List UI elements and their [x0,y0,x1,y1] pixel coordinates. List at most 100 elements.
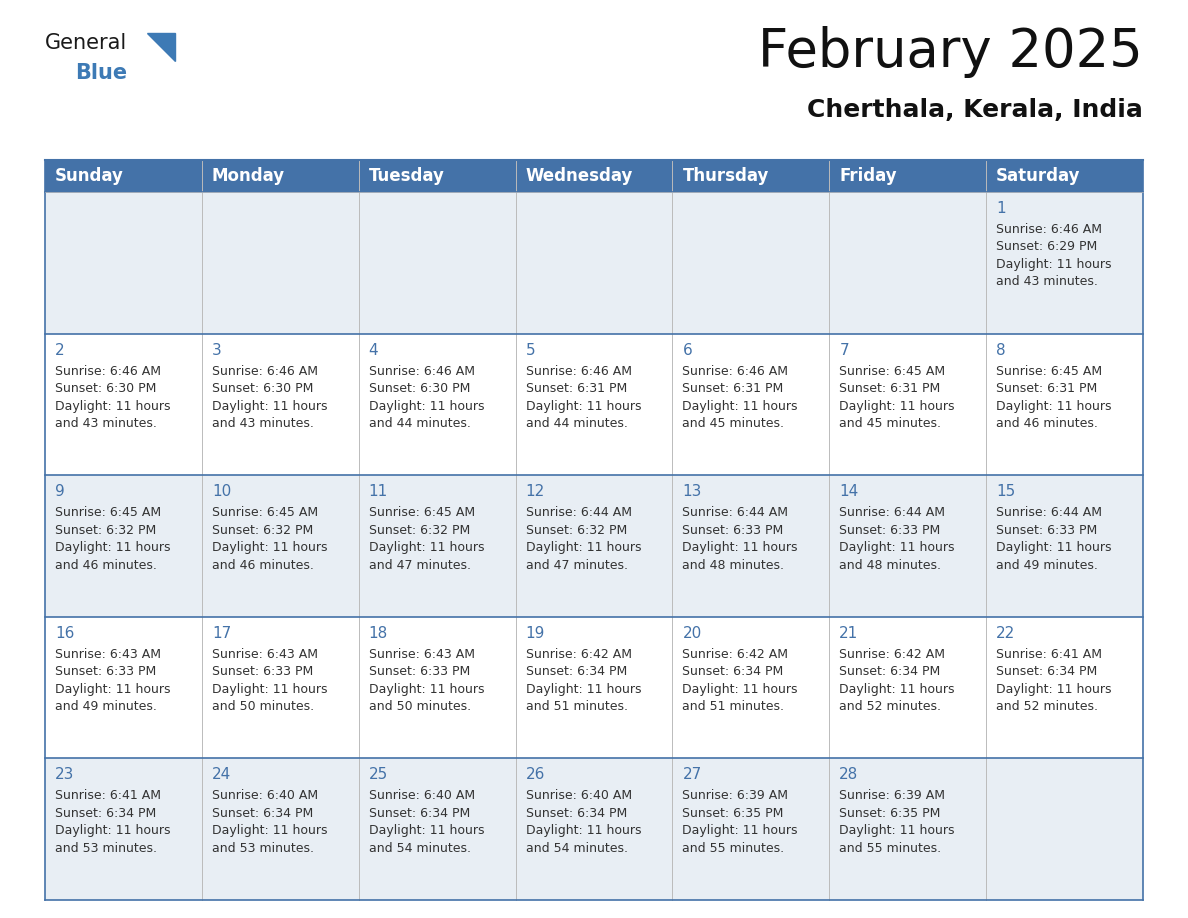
Text: Daylight: 11 hours: Daylight: 11 hours [682,399,798,412]
Text: 1: 1 [997,201,1006,216]
Text: 15: 15 [997,484,1016,499]
Text: and 55 minutes.: and 55 minutes. [839,842,941,855]
Text: Daylight: 11 hours: Daylight: 11 hours [525,542,642,554]
Text: 27: 27 [682,767,702,782]
Text: Saturday: Saturday [997,167,1081,185]
Text: Sunset: 6:34 PM: Sunset: 6:34 PM [525,807,627,820]
Text: and 44 minutes.: and 44 minutes. [525,417,627,431]
Text: February 2025: February 2025 [758,26,1143,78]
Text: Sunset: 6:31 PM: Sunset: 6:31 PM [839,382,941,395]
Text: Daylight: 11 hours: Daylight: 11 hours [525,824,642,837]
Text: 16: 16 [55,626,75,641]
Text: Sunrise: 6:43 AM: Sunrise: 6:43 AM [55,648,162,661]
Text: 9: 9 [55,484,65,499]
Text: Sunrise: 6:41 AM: Sunrise: 6:41 AM [55,789,162,802]
Bar [45,617,1143,758]
Text: Daylight: 11 hours: Daylight: 11 hours [55,542,171,554]
Text: and 54 minutes.: and 54 minutes. [368,842,470,855]
Text: Daylight: 11 hours: Daylight: 11 hours [55,824,171,837]
Text: Sunset: 6:34 PM: Sunset: 6:34 PM [682,666,784,678]
Text: Sunset: 6:33 PM: Sunset: 6:33 PM [682,523,784,537]
Text: Sunrise: 6:45 AM: Sunrise: 6:45 AM [211,506,318,520]
Text: Sunrise: 6:46 AM: Sunrise: 6:46 AM [682,364,789,377]
Bar [45,192,1143,333]
Text: Daylight: 11 hours: Daylight: 11 hours [368,399,485,412]
Text: 18: 18 [368,626,388,641]
Text: Sunrise: 6:46 AM: Sunrise: 6:46 AM [368,364,475,377]
Text: Sunset: 6:31 PM: Sunset: 6:31 PM [997,382,1098,395]
Text: and 53 minutes.: and 53 minutes. [55,842,157,855]
Text: Sunrise: 6:39 AM: Sunrise: 6:39 AM [682,789,789,802]
Text: Daylight: 11 hours: Daylight: 11 hours [839,683,955,696]
Text: Sunset: 6:30 PM: Sunset: 6:30 PM [55,382,157,395]
Text: Sunrise: 6:46 AM: Sunrise: 6:46 AM [997,223,1102,236]
Text: Daylight: 11 hours: Daylight: 11 hours [997,399,1112,412]
Text: Sunrise: 6:45 AM: Sunrise: 6:45 AM [839,364,946,377]
Text: 5: 5 [525,342,536,358]
Text: Sunset: 6:34 PM: Sunset: 6:34 PM [839,666,941,678]
Text: Sunrise: 6:42 AM: Sunrise: 6:42 AM [525,648,632,661]
Text: Daylight: 11 hours: Daylight: 11 hours [211,399,328,412]
Text: Sunset: 6:34 PM: Sunset: 6:34 PM [525,666,627,678]
Text: and 46 minutes.: and 46 minutes. [55,559,157,572]
Text: Daylight: 11 hours: Daylight: 11 hours [997,542,1112,554]
Text: Sunrise: 6:44 AM: Sunrise: 6:44 AM [997,506,1102,520]
Text: 11: 11 [368,484,388,499]
Text: 2: 2 [55,342,64,358]
Text: 3: 3 [211,342,222,358]
Text: Daylight: 11 hours: Daylight: 11 hours [682,824,798,837]
Text: and 53 minutes.: and 53 minutes. [211,842,314,855]
Text: and 48 minutes.: and 48 minutes. [839,559,941,572]
Text: Daylight: 11 hours: Daylight: 11 hours [55,399,171,412]
Text: Daylight: 11 hours: Daylight: 11 hours [997,683,1112,696]
Text: Sunset: 6:31 PM: Sunset: 6:31 PM [682,382,784,395]
Text: Sunset: 6:33 PM: Sunset: 6:33 PM [839,523,941,537]
Text: Sunset: 6:30 PM: Sunset: 6:30 PM [368,382,470,395]
Text: Sunrise: 6:41 AM: Sunrise: 6:41 AM [997,648,1102,661]
Text: Sunset: 6:34 PM: Sunset: 6:34 PM [997,666,1098,678]
Text: Daylight: 11 hours: Daylight: 11 hours [211,542,328,554]
Text: 14: 14 [839,484,859,499]
Text: Sunrise: 6:40 AM: Sunrise: 6:40 AM [368,789,475,802]
Text: Daylight: 11 hours: Daylight: 11 hours [997,258,1112,271]
Text: and 51 minutes.: and 51 minutes. [682,700,784,713]
Text: Sunrise: 6:40 AM: Sunrise: 6:40 AM [525,789,632,802]
Text: and 49 minutes.: and 49 minutes. [55,700,157,713]
Text: 23: 23 [55,767,75,782]
Text: and 51 minutes.: and 51 minutes. [525,700,627,713]
Text: Sunset: 6:29 PM: Sunset: 6:29 PM [997,241,1098,253]
Text: and 47 minutes.: and 47 minutes. [368,559,470,572]
Text: and 50 minutes.: and 50 minutes. [211,700,314,713]
Text: and 43 minutes.: and 43 minutes. [211,417,314,431]
Text: 22: 22 [997,626,1016,641]
Text: Sunset: 6:32 PM: Sunset: 6:32 PM [55,523,157,537]
Text: Sunrise: 6:45 AM: Sunrise: 6:45 AM [997,364,1102,377]
Text: 6: 6 [682,342,693,358]
Text: Tuesday: Tuesday [368,167,444,185]
Text: Blue: Blue [75,63,127,83]
Text: Sunrise: 6:44 AM: Sunrise: 6:44 AM [839,506,946,520]
Text: Sunset: 6:34 PM: Sunset: 6:34 PM [211,807,314,820]
Text: Sunrise: 6:43 AM: Sunrise: 6:43 AM [368,648,475,661]
Text: 4: 4 [368,342,378,358]
Text: and 45 minutes.: and 45 minutes. [682,417,784,431]
Text: and 43 minutes.: and 43 minutes. [997,275,1098,288]
Text: 28: 28 [839,767,859,782]
Text: and 49 minutes.: and 49 minutes. [997,559,1098,572]
Text: Sunrise: 6:44 AM: Sunrise: 6:44 AM [525,506,632,520]
Text: Sunrise: 6:44 AM: Sunrise: 6:44 AM [682,506,789,520]
Text: Daylight: 11 hours: Daylight: 11 hours [839,542,955,554]
Text: Sunrise: 6:42 AM: Sunrise: 6:42 AM [682,648,789,661]
Text: and 54 minutes.: and 54 minutes. [525,842,627,855]
Text: Sunset: 6:32 PM: Sunset: 6:32 PM [368,523,470,537]
Text: Daylight: 11 hours: Daylight: 11 hours [211,824,328,837]
Text: Daylight: 11 hours: Daylight: 11 hours [682,683,798,696]
Bar [45,160,1143,192]
Text: Monday: Monday [211,167,285,185]
Text: Sunrise: 6:43 AM: Sunrise: 6:43 AM [211,648,318,661]
Text: Daylight: 11 hours: Daylight: 11 hours [525,399,642,412]
Text: Friday: Friday [839,167,897,185]
Text: and 55 minutes.: and 55 minutes. [682,842,784,855]
Text: Sunrise: 6:45 AM: Sunrise: 6:45 AM [368,506,475,520]
Text: Sunset: 6:32 PM: Sunset: 6:32 PM [211,523,314,537]
